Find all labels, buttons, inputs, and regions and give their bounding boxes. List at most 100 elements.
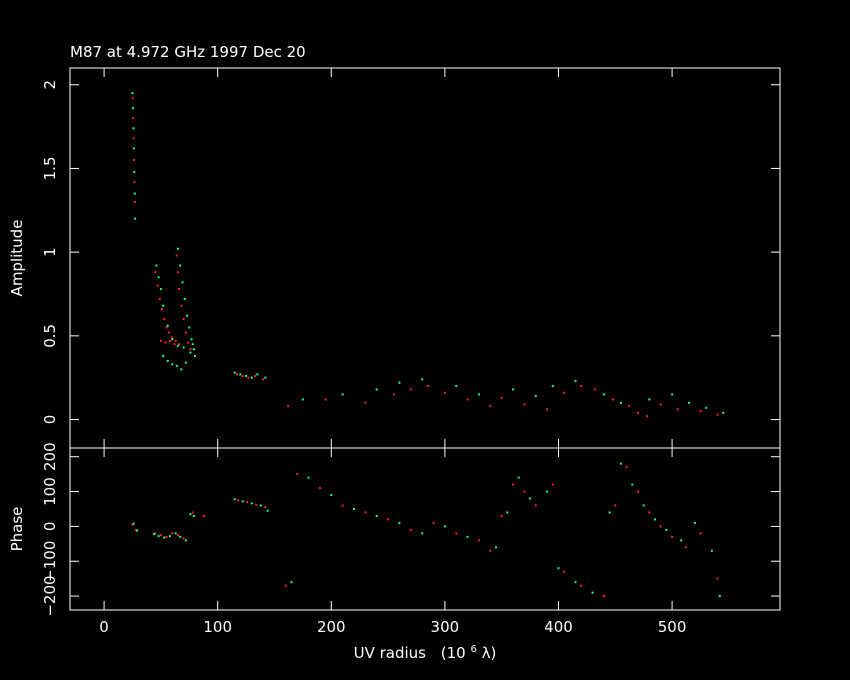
amplitude-y-tick-label: 2 bbox=[41, 80, 59, 90]
amplitude-data-point bbox=[421, 378, 424, 381]
amplitude-data-point bbox=[133, 180, 136, 183]
phase-data-point bbox=[184, 539, 187, 542]
phase-data-point bbox=[266, 509, 269, 512]
amplitude-data-point bbox=[175, 364, 178, 367]
x-axis-label-unit-end: λ) bbox=[482, 644, 497, 662]
phase-data-point bbox=[203, 514, 206, 517]
amplitude-data-point bbox=[500, 396, 503, 399]
amplitude-data-point bbox=[398, 381, 401, 384]
amplitude-data-point bbox=[175, 254, 178, 257]
amplitude-data-point bbox=[671, 393, 674, 396]
amplitude-data-point bbox=[132, 117, 135, 120]
phase-data-point bbox=[580, 584, 583, 587]
phase-data-point bbox=[523, 490, 526, 493]
amplitude-data-point bbox=[131, 107, 134, 110]
phase-data-point bbox=[191, 511, 194, 514]
phase-data-point bbox=[246, 501, 249, 503]
amplitude-data-point bbox=[426, 385, 429, 388]
phase-data-point bbox=[637, 490, 639, 493]
amplitude-data-point bbox=[193, 354, 196, 357]
phase-data-point bbox=[136, 529, 139, 532]
phase-data-point bbox=[364, 511, 367, 514]
phase-data-point bbox=[608, 511, 611, 514]
phase-data-point bbox=[233, 498, 236, 501]
phase-data-point bbox=[489, 549, 492, 552]
phase-data-point bbox=[648, 511, 651, 514]
phase-data-point bbox=[255, 503, 258, 506]
amplitude-data-point bbox=[574, 380, 577, 383]
amplitude-data-point bbox=[134, 217, 137, 220]
phase-points bbox=[131, 462, 721, 598]
phase-data-point bbox=[131, 523, 134, 526]
phase-data-point bbox=[250, 502, 253, 505]
phase-data-point bbox=[330, 494, 333, 497]
phase-data-point bbox=[716, 577, 719, 580]
phase-y-tick-label: −200 bbox=[41, 575, 59, 616]
phase-y-tick-label: 100 bbox=[41, 477, 59, 506]
amplitude-data-point bbox=[181, 281, 184, 284]
phase-data-point bbox=[237, 499, 240, 502]
amplitude-y-tick-label: 1 bbox=[41, 247, 59, 257]
amplitude-data-point bbox=[659, 403, 662, 406]
phase-data-point bbox=[574, 581, 577, 584]
amplitude-data-point bbox=[705, 406, 708, 409]
amplitude-data-point bbox=[180, 368, 183, 371]
amplitude-data-point bbox=[264, 376, 267, 379]
amplitude-data-point bbox=[443, 391, 446, 394]
amplitude-data-point bbox=[189, 348, 192, 351]
amplitude-data-point bbox=[676, 408, 679, 411]
phase-axis-label: Phase bbox=[8, 507, 26, 552]
phase-data-point bbox=[659, 525, 662, 528]
amplitude-data-point bbox=[163, 318, 166, 321]
amplitude-data-point bbox=[182, 318, 185, 321]
phase-data-point bbox=[534, 504, 537, 507]
phase-data-point bbox=[134, 528, 137, 531]
phase-y-tick-label: 200 bbox=[41, 442, 59, 471]
amplitude-data-point bbox=[301, 398, 304, 401]
x-tick-label: 200 bbox=[317, 618, 346, 636]
phase-data-point bbox=[165, 535, 168, 538]
phase-data-point bbox=[455, 532, 458, 535]
phase-data-point bbox=[591, 591, 594, 594]
phase-data-point bbox=[563, 570, 566, 573]
amplitude-data-point bbox=[178, 287, 181, 290]
phase-data-point bbox=[602, 595, 605, 598]
phase-data-point bbox=[182, 537, 185, 540]
amplitude-data-point bbox=[489, 405, 492, 408]
amplitude-data-point bbox=[176, 247, 179, 250]
amplitude-data-point bbox=[466, 398, 469, 401]
amplitude-data-point bbox=[612, 398, 615, 401]
phase-data-point bbox=[495, 546, 497, 549]
phase-data-point bbox=[710, 549, 713, 552]
amplitude-data-point bbox=[171, 336, 174, 339]
amplitude-y-tick-label: 0.5 bbox=[41, 324, 59, 348]
x-tick-label: 500 bbox=[658, 618, 687, 636]
amplitude-data-point bbox=[247, 376, 250, 379]
chart-title: M87 at 4.972 GHz 1997 Dec 20 bbox=[70, 43, 306, 61]
phase-x-ticks: 0 100 200 300 400 500 bbox=[99, 448, 686, 636]
amplitude-data-point bbox=[164, 341, 167, 344]
amplitude-data-point bbox=[190, 338, 193, 341]
amplitude-data-point bbox=[364, 401, 367, 404]
amplitude-data-point bbox=[132, 127, 135, 130]
phase-data-point bbox=[153, 533, 156, 536]
amplitude-data-point bbox=[688, 401, 691, 404]
phase-y-tick-label: 0 bbox=[41, 522, 59, 532]
amplitude-data-point bbox=[157, 276, 160, 279]
amplitude-data-point bbox=[593, 388, 596, 391]
amplitude-data-point bbox=[166, 324, 169, 327]
phase-y-ticks: 200 100 0 −100−200 bbox=[41, 442, 780, 617]
amplitude-data-point bbox=[563, 391, 566, 394]
amplitude-data-point bbox=[477, 393, 480, 396]
amplitude-data-point bbox=[245, 375, 248, 378]
amplitude-data-point bbox=[186, 314, 189, 317]
amplitude-data-point bbox=[174, 339, 177, 342]
amplitude-data-point bbox=[523, 403, 526, 406]
phase-data-point bbox=[307, 476, 310, 479]
phase-data-point bbox=[375, 514, 378, 517]
amplitude-data-point bbox=[132, 159, 135, 162]
amplitude-frame bbox=[69, 67, 781, 449]
amplitude-data-point bbox=[155, 264, 158, 267]
x-axis-label-unit: (10 bbox=[441, 644, 466, 662]
amplitude-data-point bbox=[191, 343, 194, 346]
